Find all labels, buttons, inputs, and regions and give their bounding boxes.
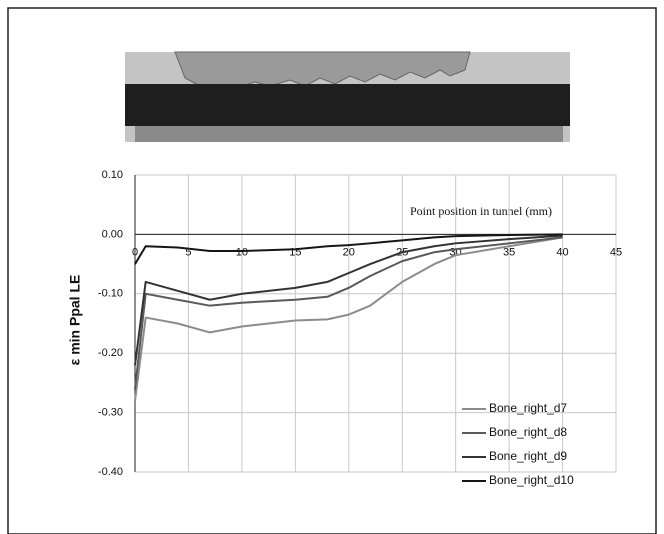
legend-label: Bone_right_d10 <box>489 473 574 487</box>
y-axis-label: ε min Ppal LE <box>67 275 83 366</box>
y-tick-label: -0.40 <box>98 466 123 478</box>
x-tick-label: 10 <box>236 246 248 258</box>
y-tick-label: 0.10 <box>102 169 123 181</box>
y-tick-label: -0.20 <box>98 347 123 359</box>
x-tick-label: 45 <box>610 246 622 258</box>
y-tick-label: -0.10 <box>98 288 123 300</box>
x-tick-label: 20 <box>343 246 355 258</box>
y-tick-label: -0.30 <box>98 407 123 419</box>
legend-label: Bone_right_d8 <box>489 425 567 439</box>
model-image <box>125 52 570 142</box>
figure: Point position in tunnel (mm) ε min Ppal… <box>0 0 664 534</box>
legend-label: Bone_right_d7 <box>489 401 567 415</box>
annotation: Point position in tunnel (mm) <box>410 204 552 218</box>
x-tick-label: 40 <box>556 246 568 258</box>
legend-label: Bone_right_d9 <box>489 449 567 463</box>
y-tick-label: 0.00 <box>102 228 123 240</box>
x-tick-label: 35 <box>503 246 515 258</box>
